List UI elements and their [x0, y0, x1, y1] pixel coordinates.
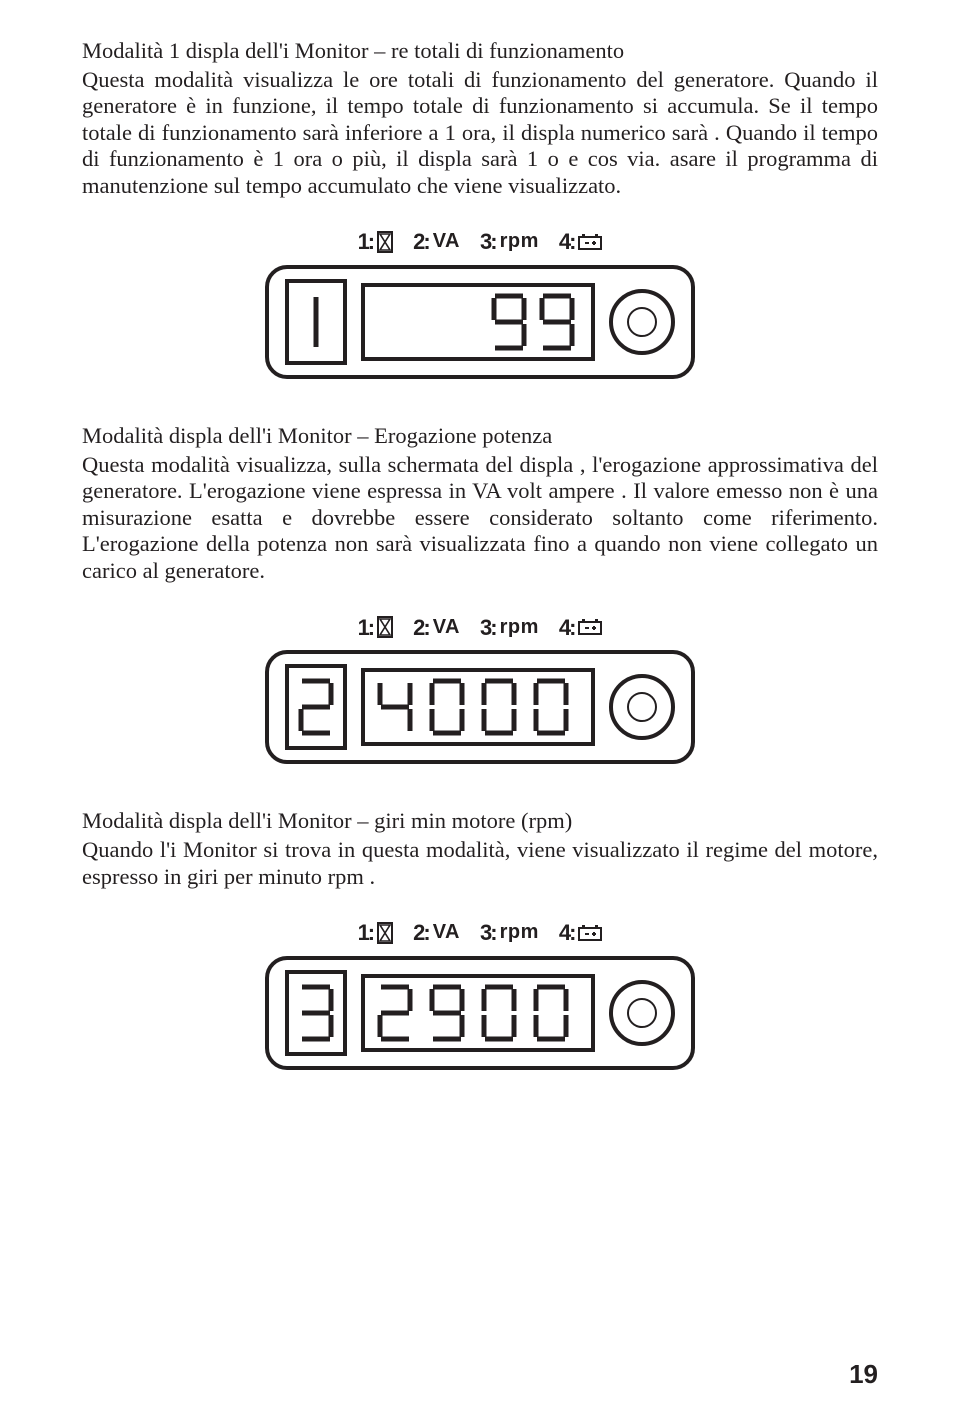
lcd-value-cell [361, 974, 595, 1052]
lcd-value-cell [361, 668, 595, 746]
lcd-display-3: 1: 2:VA 3:rpm 4: [82, 920, 878, 1070]
lcd-mode-cell [285, 279, 347, 365]
hourglass-icon [377, 922, 393, 944]
lcd-value-digits [371, 678, 581, 736]
lcd-mode-digit [296, 678, 336, 736]
hourglass-icon [377, 231, 393, 253]
lcd-display-2: 1: 2:VA 3:rpm 4: [82, 615, 878, 765]
lcd-display-1: 1: 2:VA 3:rpm 4: [82, 229, 878, 379]
battery-icon [578, 925, 602, 941]
lcd-label-4: 4: [559, 229, 603, 255]
lcd-button[interactable] [609, 674, 675, 740]
section1-title: Modalità 1 displa dell'i Monitor – re to… [82, 38, 878, 65]
lcd-button-inner [627, 692, 657, 722]
hourglass-icon [377, 616, 393, 638]
lcd-value-digits [371, 984, 581, 1042]
lcd-label-1: 1: [358, 229, 394, 255]
lcd-mode-digit [296, 984, 336, 1042]
lcd-button[interactable] [609, 289, 675, 355]
lcd-mode-cell [285, 664, 347, 750]
lcd-label-row: 1: 2:VA 3:rpm 4: [82, 920, 878, 946]
lcd-label-3: 3:rpm [480, 229, 539, 255]
page-number: 19 [849, 1359, 878, 1390]
lcd-mode-cell [285, 970, 347, 1056]
lcd-label-1: 1: [358, 920, 394, 946]
lcd-label-row: 1: 2:VA 3:rpm 4: [82, 615, 878, 641]
lcd-value-digits [487, 293, 581, 351]
battery-icon [578, 234, 602, 250]
section3-body: Quando l'i Monitor si trova in questa mo… [82, 837, 878, 890]
lcd-label-3: 3:rpm [480, 920, 539, 946]
lcd-button-inner [627, 998, 657, 1028]
lcd-value-cell [361, 283, 595, 361]
lcd-label-3: 3:rpm [480, 615, 539, 641]
section3-title: Modalità displa dell'i Monitor – giri mi… [82, 808, 878, 835]
section2-body: Questa modalità visualizza, sulla scherm… [82, 452, 878, 585]
lcd-label-2: 2:VA [413, 229, 460, 255]
lcd-frame [265, 265, 695, 379]
lcd-mode-digit [301, 293, 331, 351]
section2-title: Modalità displa dell'i Monitor – Erogazi… [82, 423, 878, 450]
lcd-label-row: 1: 2:VA 3:rpm 4: [82, 229, 878, 255]
section1-body: Questa modalità visualizza le ore totali… [82, 67, 878, 200]
lcd-label-2: 2:VA [413, 615, 460, 641]
lcd-label-2: 2:VA [413, 920, 460, 946]
battery-icon [578, 619, 602, 635]
lcd-frame [265, 650, 695, 764]
lcd-button[interactable] [609, 980, 675, 1046]
lcd-label-1: 1: [358, 615, 394, 641]
lcd-label-4: 4: [559, 615, 603, 641]
lcd-button-inner [627, 307, 657, 337]
lcd-label-4: 4: [559, 920, 603, 946]
lcd-frame [265, 956, 695, 1070]
